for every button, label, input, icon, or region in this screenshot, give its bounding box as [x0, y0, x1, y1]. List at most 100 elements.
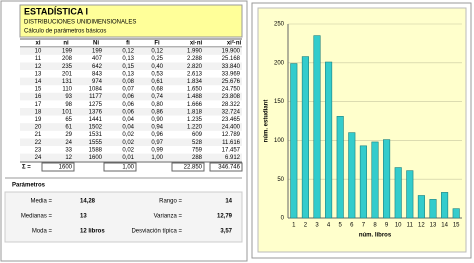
cell: 1084 [89, 87, 103, 93]
y-tick-label: 200 [274, 60, 285, 66]
cell: 12.789 [222, 132, 241, 138]
param-value: 12 libros [80, 229, 105, 235]
column-header: xi·ni [190, 41, 203, 47]
x-tick-label: 12 [418, 223, 425, 229]
total-box [171, 162, 205, 172]
cell: 13 [35, 71, 42, 77]
param-value: 12,79 [217, 214, 233, 220]
row-band [20, 153, 242, 162]
cell: 642 [92, 64, 103, 70]
cell: 28.322 [222, 102, 241, 108]
params-title: Parámetros [12, 183, 46, 189]
cell: 0,96 [151, 132, 163, 138]
cell: 1177 [89, 94, 103, 100]
bar [452, 208, 460, 219]
param-label: Varianza = [154, 214, 183, 220]
title: ESTADÍSTICA I [24, 6, 88, 16]
column-header: Ni [93, 41, 99, 47]
total-cell: 22.850 [184, 165, 203, 171]
cell: 1.488 [187, 94, 203, 100]
cell: 19 [35, 117, 42, 123]
param-value: 13 [80, 214, 87, 220]
row-band [20, 108, 242, 116]
cell: 0,04 [122, 125, 134, 131]
cell: 0,12 [122, 49, 134, 55]
cell: 32.724 [222, 109, 241, 115]
total-cell: 346.746 [218, 165, 240, 171]
column-header: xi [35, 41, 40, 47]
y-tick-label: 0 [281, 216, 285, 222]
cell: 12 [65, 155, 72, 161]
cell: 18 [35, 109, 42, 115]
cell: 2.820 [187, 64, 203, 70]
x-tick-label: 9 [385, 223, 389, 229]
cell: 65 [65, 117, 72, 123]
cell: 201 [62, 71, 73, 77]
cell: 11 [35, 56, 42, 62]
cell: 1,00 [151, 155, 163, 161]
cell: 1502 [89, 125, 103, 131]
bar [429, 199, 437, 219]
cell: 0,02 [122, 140, 134, 146]
cell: 12 [35, 64, 42, 70]
bar [325, 61, 333, 219]
cell: 199 [62, 49, 73, 55]
cell: 1555 [89, 140, 103, 146]
cell: 1.235 [187, 117, 203, 123]
cell: 1.834 [187, 79, 203, 85]
x-tick-label: 13 [430, 223, 437, 229]
cell: 0,80 [151, 102, 163, 108]
y-tick-label: 100 [274, 138, 285, 144]
cell: 208 [62, 56, 73, 62]
cell: 2.613 [187, 71, 203, 77]
cell: 19.900 [222, 49, 241, 55]
cell: 0,01 [122, 155, 134, 161]
cell: 24.400 [222, 125, 241, 131]
cell: 17.457 [222, 147, 241, 153]
cell: 0,04 [122, 117, 134, 123]
cell: 0,40 [151, 64, 163, 70]
cell: 29 [65, 132, 72, 138]
cell: 1600 [89, 155, 103, 161]
cell: 1.666 [187, 102, 203, 108]
cell: 1588 [89, 147, 103, 153]
cell: 0,06 [122, 94, 134, 100]
row-band [20, 138, 242, 146]
cell: 22 [35, 140, 42, 146]
cell: 1.220 [187, 125, 203, 131]
total-box [41, 162, 75, 172]
x-tick-label: 10 [395, 223, 402, 229]
cell: 1.818 [187, 109, 203, 115]
cell: 0,61 [151, 79, 163, 85]
cell: 23.465 [222, 117, 241, 123]
cell: 974 [92, 79, 103, 85]
cell: 20 [35, 125, 42, 131]
subtitle: DISTRIBUCIONES UNIDIMENSIONALES [24, 20, 136, 26]
cell: 33.969 [222, 71, 241, 77]
column-header: ni [63, 41, 69, 47]
cell: 10 [35, 49, 42, 55]
param-label: Moda = [32, 229, 53, 235]
x-tick-label: 11 [407, 223, 414, 229]
cell: 33 [65, 147, 72, 153]
cell: 23.808 [222, 94, 241, 100]
x-tick-label: 2 [304, 223, 308, 229]
x-tick-label: 15 [453, 223, 460, 229]
bar [441, 192, 449, 219]
y-axis-label: núm. estudiant [264, 100, 270, 143]
cell: 609 [192, 132, 203, 138]
row-band [20, 62, 242, 70]
total-cell: 1600 [59, 165, 73, 171]
cell: 0,02 [122, 132, 134, 138]
bar [359, 145, 367, 219]
cell: 0,12 [151, 49, 163, 55]
x-tick-label: 1 [292, 223, 296, 229]
y-tick-label: 150 [274, 99, 285, 105]
cell: 25.676 [222, 79, 241, 85]
param-label: Rango = [159, 199, 182, 205]
row-band [20, 92, 242, 101]
param-value: 14 [225, 199, 232, 205]
cell: 0,06 [122, 102, 134, 108]
